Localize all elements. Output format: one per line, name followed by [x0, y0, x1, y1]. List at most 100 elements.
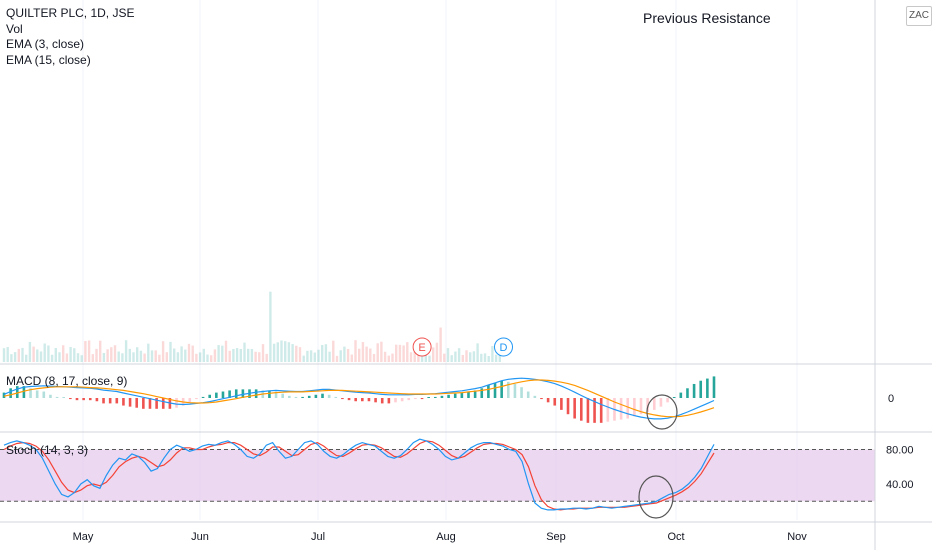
volume-bar — [472, 351, 476, 362]
macd-title[interactable]: MACD (8, 17, close, 9) — [6, 374, 128, 388]
volume-bar — [491, 346, 494, 362]
volume-bar — [465, 350, 468, 362]
macd-hist-bar — [175, 398, 178, 408]
volume-bar — [191, 345, 194, 362]
volume-bar — [147, 343, 150, 362]
volume-bar — [372, 353, 376, 362]
legend-symbol[interactable]: QUILTER PLC, 1D, JSE — [6, 6, 135, 20]
legend-ema3[interactable]: EMA (3, close) — [6, 37, 85, 51]
volume-bar — [346, 348, 350, 362]
volume-bar — [217, 345, 220, 362]
volume-bar — [250, 348, 254, 362]
event-marker-circle — [412, 337, 432, 357]
volume-bar — [121, 353, 124, 362]
volume-bar — [110, 347, 113, 362]
volume-bar — [261, 344, 265, 362]
legend-vol[interactable]: Vol — [6, 21, 23, 36]
volume-bar — [391, 353, 394, 362]
macd-hist-bar — [579, 398, 583, 421]
volume-bar — [6, 347, 9, 362]
volume-bar — [232, 348, 235, 362]
volume-bar — [39, 351, 43, 362]
macd-hist-bar — [82, 398, 85, 401]
macd-hist-bar — [354, 398, 357, 402]
macd-hist-bar — [2, 392, 6, 398]
macd-hist-bar — [55, 396, 59, 398]
stoch-pane — [0, 431, 932, 519]
event-marker-e: E — [418, 342, 425, 354]
volume-bar — [354, 340, 357, 362]
volume-bar — [306, 350, 309, 362]
macd-hist-bar — [407, 398, 411, 401]
volume-bar — [213, 349, 217, 362]
macd-hist-bar — [148, 398, 152, 409]
macd-hist-bar — [268, 390, 271, 398]
volume-bar — [309, 350, 313, 362]
macd-hist-bar — [221, 391, 225, 398]
volume-bar — [487, 355, 490, 362]
macd-hist-bar — [686, 388, 689, 398]
macd-hist-bar — [307, 395, 311, 398]
macd-hist-bar — [520, 387, 523, 398]
volume-bar — [221, 345, 224, 362]
macd-hist-bar — [679, 392, 683, 398]
macd-hist-bar — [599, 398, 603, 423]
x-tick-aug: Aug — [436, 531, 456, 543]
volume-bar — [28, 341, 32, 362]
stoch-title[interactable]: Stoch (14, 3, 3) — [6, 443, 89, 457]
macd-hist-bar — [553, 398, 557, 406]
volume-bar — [117, 351, 120, 362]
volume-bar — [450, 355, 453, 362]
volume-bar — [113, 345, 117, 362]
macd-hist-bar — [62, 397, 66, 398]
stoch-band — [0, 449, 875, 502]
grid — [82, 0, 798, 520]
volume-bar — [398, 344, 402, 362]
volume-bar — [383, 351, 387, 362]
volume-bar — [65, 353, 69, 362]
macd-hist-bar — [699, 380, 703, 398]
macd-hist-bar — [473, 390, 477, 398]
volume-bar — [439, 327, 442, 362]
macd-hist-bar — [639, 398, 643, 415]
macd-hist-bar — [480, 388, 484, 398]
volume-bar — [76, 353, 80, 362]
volume-bar — [276, 342, 279, 362]
event-marker-d: D — [500, 342, 508, 354]
macd-hist-bar — [526, 391, 530, 398]
volume-bar — [2, 348, 6, 362]
macd-hist-bar — [135, 398, 139, 408]
volume-bar — [369, 348, 372, 362]
macd-hist-bar — [427, 397, 430, 398]
volume-bar — [210, 355, 213, 362]
volume-bar — [350, 354, 353, 362]
volume-bar — [239, 348, 242, 362]
volume-bar — [128, 348, 131, 362]
stoch-tick: 80.00 — [886, 445, 914, 457]
macd-hist-bar — [241, 389, 245, 398]
macd-circle — [646, 394, 678, 430]
volume-bar — [50, 354, 54, 362]
signal-line — [3, 379, 715, 418]
volume-bar — [202, 348, 205, 362]
currency-tag[interactable]: ZAC — [906, 6, 932, 26]
volume-bar — [406, 342, 409, 362]
volume-bar — [402, 345, 405, 362]
macd-hist-bar — [88, 398, 92, 401]
macd-hist-bar — [288, 395, 291, 398]
volume-bar — [243, 342, 246, 362]
volume-bar — [184, 349, 187, 362]
volume-bar — [136, 347, 139, 362]
volume-bar — [173, 348, 176, 362]
macd-hist-bar — [633, 398, 636, 417]
macd-hist-bar — [652, 398, 656, 410]
macd-hist-bar — [334, 396, 338, 398]
macd-hist-bar — [666, 398, 669, 403]
legend-ema15[interactable]: EMA (15, close) — [6, 52, 91, 67]
volume-bar — [228, 350, 231, 362]
volume-bar — [420, 355, 424, 362]
macd-hist-bar — [619, 398, 623, 420]
macd-hist-bar — [500, 380, 503, 398]
